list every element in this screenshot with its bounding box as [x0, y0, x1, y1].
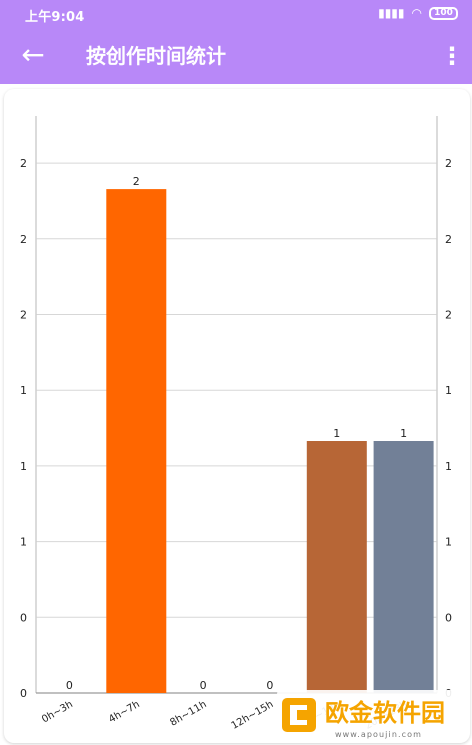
more-options-icon[interactable]: ⋮: [440, 42, 464, 70]
battery-level: 100: [434, 7, 453, 18]
signal-icon: ▮▮▮▮: [378, 6, 405, 20]
app-bar: 上午9:04 ▮▮▮▮ ◠ 100 ← 按创作时间统计 ⋮: [0, 0, 472, 84]
status-time: 上午9:04: [25, 10, 85, 25]
status-icons: ▮▮▮▮ ◠ 100: [378, 6, 458, 20]
battery-icon: 100: [429, 6, 458, 20]
wifi-icon: ◠: [411, 6, 422, 20]
toolbar: ← 按创作时间统计 ⋮: [0, 28, 472, 84]
status-bar: 上午9:04 ▮▮▮▮ ◠ 100: [0, 0, 472, 28]
page-title: 按创作时间统计: [86, 44, 226, 68]
back-arrow-icon[interactable]: ←: [21, 38, 45, 71]
chart-card: [4, 89, 470, 743]
